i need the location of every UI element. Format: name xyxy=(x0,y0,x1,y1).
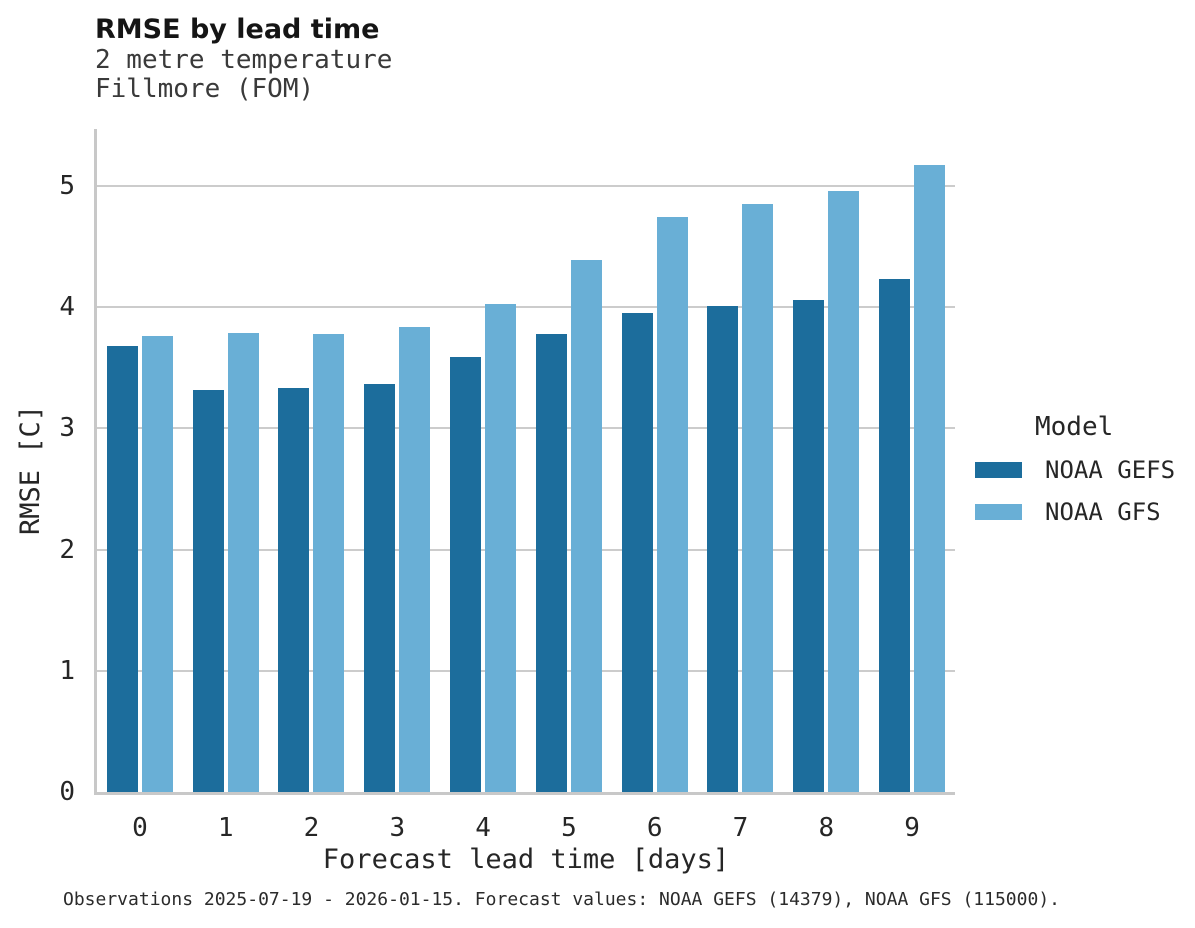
legend-label: NOAA GFS xyxy=(1045,498,1161,526)
x-tick-label: 3 xyxy=(389,813,406,843)
gridline-y5 xyxy=(97,184,955,187)
gridline-y1 xyxy=(97,669,955,672)
x-tick-label: 1 xyxy=(217,813,234,843)
bar-noaa-gefs-lead-7 xyxy=(707,305,739,792)
bar-noaa-gefs-lead-9 xyxy=(879,279,911,792)
bar-noaa-gfs-lead-6 xyxy=(656,217,688,792)
caption: Observations 2025-07-19 - 2026-01-15. Fo… xyxy=(63,889,1060,910)
bar-group-lead-5 xyxy=(526,129,612,792)
bar-noaa-gefs-lead-1 xyxy=(192,389,224,792)
bar-noaa-gefs-lead-3 xyxy=(364,383,396,792)
chart-header: RMSE by lead time 2 metre temperature Fi… xyxy=(95,14,392,104)
y-tick-label: 3 xyxy=(59,413,75,444)
bar-group-lead-7 xyxy=(698,129,784,792)
bar-group-lead-0 xyxy=(97,129,183,792)
bar-noaa-gfs-lead-3 xyxy=(399,326,431,792)
bar-noaa-gefs-lead-0 xyxy=(106,345,138,792)
bar-noaa-gfs-lead-7 xyxy=(742,204,774,792)
bar-group-lead-3 xyxy=(354,129,440,792)
bar-group-lead-6 xyxy=(612,129,698,792)
bar-group-lead-2 xyxy=(269,129,355,792)
legend-row-noaa-gefs: NOAA GEFS xyxy=(975,456,1190,484)
y-tick-label: 1 xyxy=(59,655,75,686)
y-tick-label: 4 xyxy=(59,292,75,323)
x-axis-ticks: 0 1 2 3 4 5 6 7 8 9 xyxy=(97,812,955,846)
chart-title: RMSE by lead time xyxy=(95,14,380,45)
y-axis-spine xyxy=(94,129,97,795)
y-tick-label: 0 xyxy=(59,777,75,807)
bar-group-lead-4 xyxy=(440,129,526,792)
bar-noaa-gfs-lead-5 xyxy=(570,259,602,792)
bar-group-lead-9 xyxy=(869,129,955,792)
x-tick-label: 9 xyxy=(904,813,920,843)
bar-noaa-gefs-lead-4 xyxy=(450,356,482,792)
gridline-y2 xyxy=(97,548,955,551)
bar-noaa-gfs-lead-2 xyxy=(313,333,345,792)
legend-swatch-icon xyxy=(975,504,1022,520)
bar-noaa-gfs-lead-1 xyxy=(227,332,259,792)
legend-swatch-icon xyxy=(975,462,1022,478)
plot-area xyxy=(94,129,955,795)
bar-group-lead-1 xyxy=(183,129,269,792)
x-tick-label: 2 xyxy=(303,813,320,843)
bar-noaa-gefs-lead-6 xyxy=(621,313,653,792)
x-axis-label: Forecast lead time [days] xyxy=(322,844,730,875)
x-tick-label: 0 xyxy=(132,813,148,843)
x-tick-label: 4 xyxy=(475,813,491,843)
bar-group-lead-8 xyxy=(783,129,869,792)
legend-title: Model xyxy=(1035,412,1114,442)
legend-label: NOAA GEFS xyxy=(1045,456,1176,484)
bar-noaa-gefs-lead-8 xyxy=(793,299,825,792)
bar-noaa-gfs-lead-8 xyxy=(828,190,860,792)
legend-row-noaa-gfs: NOAA GFS xyxy=(975,498,1190,526)
y-tick-label: 5 xyxy=(59,170,75,201)
y-axis-ticks: 0 1 2 3 4 5 xyxy=(0,129,75,807)
y-tick-label: 2 xyxy=(59,534,75,565)
bar-noaa-gefs-lead-2 xyxy=(278,388,310,792)
gridline-y3 xyxy=(97,427,955,430)
x-tick-label: 5 xyxy=(561,813,577,843)
x-tick-label: 8 xyxy=(818,813,835,843)
bar-noaa-gfs-lead-9 xyxy=(914,165,946,792)
legend-items: NOAA GEFS NOAA GFS xyxy=(975,456,1190,526)
chart-subtitle-station: Fillmore (FOM) xyxy=(95,74,315,104)
bar-noaa-gfs-lead-4 xyxy=(485,303,517,792)
legend: Model NOAA GEFS NOAA GFS xyxy=(975,412,1190,526)
chart-subtitle-variable: 2 metre temperature xyxy=(95,45,393,75)
gridline-y4 xyxy=(97,306,955,309)
bar-noaa-gefs-lead-5 xyxy=(535,333,567,792)
x-tick-label: 7 xyxy=(732,813,749,843)
bar-noaa-gfs-lead-0 xyxy=(141,336,173,792)
x-axis-spine xyxy=(94,792,955,795)
x-tick-label: 6 xyxy=(646,813,663,843)
